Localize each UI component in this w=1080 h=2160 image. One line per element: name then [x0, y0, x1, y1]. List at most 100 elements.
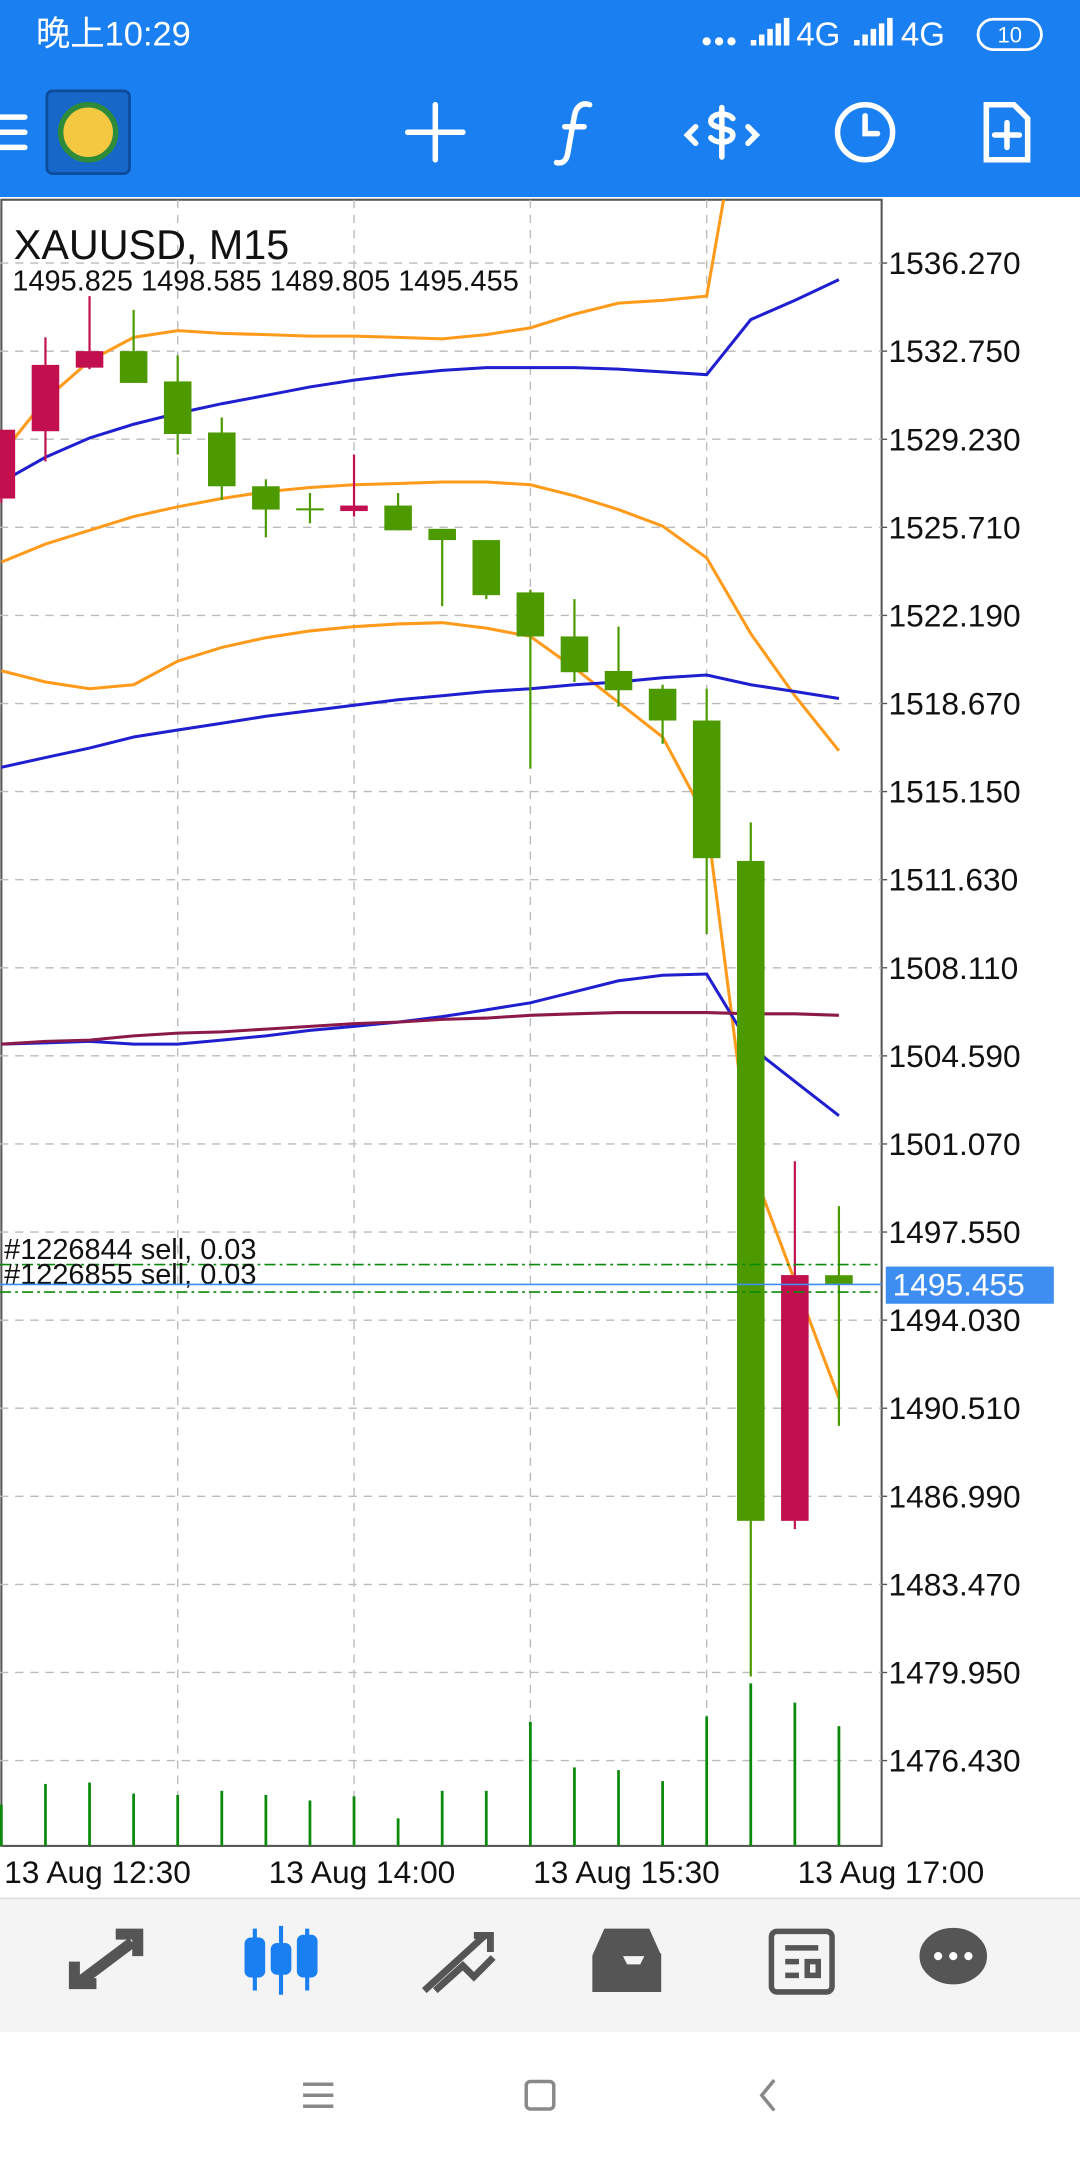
candle-body	[516, 592, 545, 637]
candle-body	[472, 540, 501, 596]
indicator-line	[0, 278, 840, 484]
dot	[714, 37, 724, 46]
indicator-line	[0, 199, 726, 456]
candle-body	[825, 1275, 853, 1285]
candle-body	[560, 636, 589, 673]
y-tick-label: 1483.470	[889, 1566, 1021, 1602]
crosshair-button[interactable]	[405, 101, 466, 163]
candle-body	[428, 528, 456, 541]
x-tick-label: 13 Aug 12:30	[4, 1854, 191, 1890]
ohlc-high: 1498.585	[141, 266, 262, 298]
x-tick-label: 13 Aug 15:30	[533, 1854, 720, 1890]
indicator-button[interactable]	[553, 101, 593, 166]
ohlc-header: 1495.825 1498.585 1489.805 1495.455	[12, 266, 518, 298]
new-order-button[interactable]	[983, 101, 1031, 163]
candle-body	[119, 351, 148, 383]
ohlc-open: 1495.825	[12, 266, 133, 298]
y-tick-label: 1486.990	[889, 1478, 1021, 1514]
signal-2	[854, 17, 893, 46]
clock	[834, 101, 896, 163]
toolbar	[0, 89, 1031, 175]
icon-dot	[964, 1951, 973, 1961]
grid	[0, 262, 882, 1762]
icon-dot	[949, 1951, 958, 1961]
candle-body	[0, 429, 16, 499]
tab-bar	[0, 1898, 1080, 2032]
candle-body	[648, 688, 677, 721]
icon-body	[270, 1943, 292, 1975]
y-tick-label: 1504.590	[889, 1038, 1021, 1074]
tab-news[interactable]	[768, 1928, 835, 1995]
y-tick-label: 1497.550	[889, 1214, 1021, 1250]
system-nav	[303, 2079, 776, 2112]
chart-title: XAUUSD, M15	[14, 222, 290, 268]
battery	[976, 17, 1043, 51]
y-tick-label: 1529.230	[889, 421, 1021, 457]
y-tick-label: 1511.630	[889, 862, 1019, 898]
y-tick-label: 1479.950	[889, 1655, 1021, 1691]
nav-home[interactable]	[524, 2079, 556, 2111]
ohlc-close: 1495.455	[398, 266, 519, 298]
x-tick-label: 13 Aug 14:00	[269, 1854, 456, 1890]
network-label: 4G	[901, 16, 945, 53]
candle-body	[208, 432, 236, 487]
icon-paper	[768, 1928, 835, 1995]
ohlc-low: 1489.805	[270, 266, 391, 298]
y-tick-label: 1518.670	[889, 686, 1021, 722]
y-tick-label: 1508.110	[889, 950, 1019, 986]
current-price-label: 1495.455	[893, 1266, 1025, 1302]
y-tick-label: 1494.030	[889, 1302, 1021, 1338]
order-label: #1226855 sell, 0.03	[4, 1259, 256, 1291]
tab-trade[interactable]	[421, 1932, 496, 1994]
app-logo[interactable]	[45, 89, 131, 175]
tab-icons	[68, 1925, 988, 1995]
candles	[0, 296, 853, 1677]
y-tick-label: 1522.190	[889, 597, 1021, 633]
candle-body	[781, 1275, 809, 1521]
y-tick-label: 1515.150	[889, 774, 1021, 810]
y-tick-label: 1532.750	[889, 333, 1021, 369]
candle-body	[163, 381, 192, 434]
trade-button[interactable]	[683, 104, 761, 160]
candle-body	[384, 505, 412, 531]
icon-lines	[785, 1945, 822, 1979]
candle-body	[296, 508, 324, 511]
x-tick-label: 13 Aug 17:00	[798, 1854, 985, 1890]
dot	[727, 37, 736, 46]
icon-body	[244, 1937, 266, 1978]
y-tick-label: 1536.270	[889, 245, 1021, 281]
y-tick-label: 1525.710	[889, 509, 1021, 545]
indicator-line	[0, 480, 841, 752]
tab-quotes[interactable]	[68, 1928, 144, 1990]
signal-1	[750, 17, 790, 46]
status-time: 晚上10:29	[36, 15, 191, 53]
candle-body	[340, 505, 368, 512]
period-button[interactable]	[834, 101, 896, 163]
candle-body	[75, 351, 104, 368]
tab-history[interactable]	[592, 1928, 662, 1992]
network-label: 4G	[796, 16, 840, 53]
y-tick-label: 1490.510	[889, 1390, 1021, 1426]
axes: 1536.270 1532.750 1529.230 1525.710 1522.190…	[4, 245, 1054, 1890]
candle-body	[252, 486, 280, 510]
tab-chart[interactable]	[244, 1925, 318, 1995]
clock-hands	[862, 112, 881, 137]
indicator-line	[1, 1011, 839, 1046]
nav-menu[interactable]	[303, 2082, 334, 2108]
top-bar	[0, 0, 1080, 197]
indicators	[0, 199, 841, 1399]
nav-back[interactable]	[759, 2079, 776, 2112]
battery-level: 10	[997, 23, 1022, 48]
current-price-box	[885, 1266, 1054, 1304]
candle-body	[31, 364, 60, 432]
tab-chat[interactable]	[919, 1927, 988, 1985]
status-icons	[702, 17, 1043, 51]
y-tick-label: 1501.070	[889, 1126, 1021, 1162]
menu-button[interactable]	[0, 114, 28, 151]
dot	[702, 37, 711, 46]
logo-globe	[57, 101, 119, 163]
candle-body	[736, 860, 765, 1521]
icon-dot	[933, 1951, 943, 1961]
